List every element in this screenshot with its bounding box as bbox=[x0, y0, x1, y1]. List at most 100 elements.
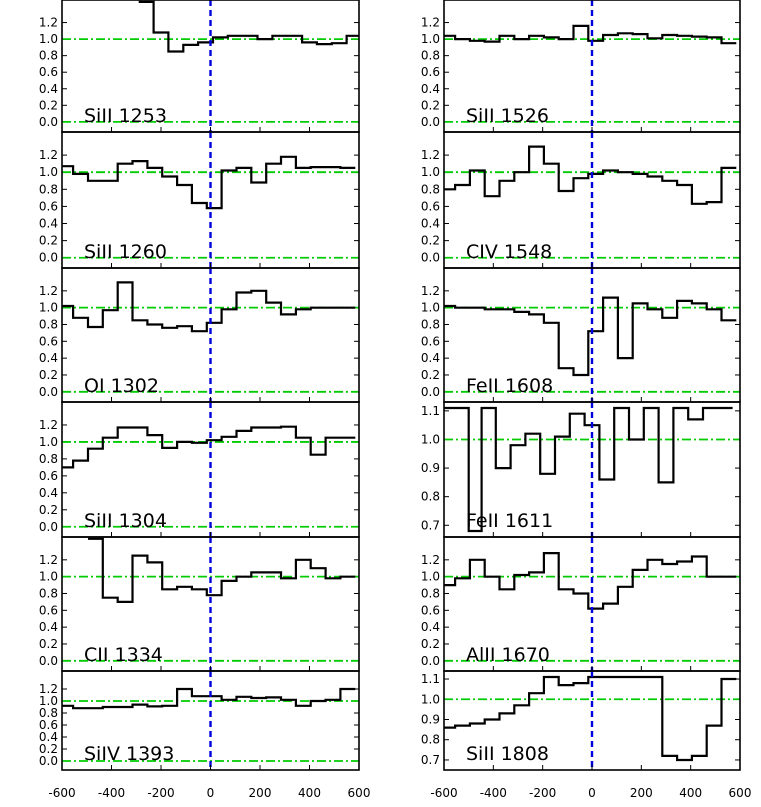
y-tick-label: 0.6 bbox=[39, 199, 58, 213]
y-tick-label: 0.4 bbox=[39, 217, 58, 231]
y-tick-label: 0.2 bbox=[39, 742, 58, 756]
y-tick-label: 0.6 bbox=[39, 469, 58, 483]
panel-label: CIV 1548 bbox=[466, 241, 552, 263]
y-tick-label: 1.2 bbox=[39, 418, 58, 432]
y-tick-label: 1.0 bbox=[39, 570, 58, 584]
y-tick-label: 0.8 bbox=[421, 490, 440, 504]
x-tick-label: 400 bbox=[298, 786, 321, 800]
panel-label: SiII 1526 bbox=[466, 105, 549, 127]
panel-label: SiII 1304 bbox=[84, 510, 167, 532]
y-tick-label: 0.2 bbox=[39, 234, 58, 248]
y-tick-label: 0.0 bbox=[39, 520, 58, 534]
panel-label: SiII 1260 bbox=[84, 241, 167, 263]
y-tick-label: 0.6 bbox=[39, 603, 58, 617]
y-tick-label: 1.2 bbox=[421, 16, 440, 30]
x-tick-label: 0 bbox=[588, 786, 596, 800]
panel-1-4: 0.0 0.2 0.4 0.6 0.8 1.0 1.2 AlII 1670 bbox=[421, 536, 741, 672]
y-tick-label: 0.0 bbox=[39, 754, 58, 768]
y-tick-label: 0.2 bbox=[39, 637, 58, 651]
spectrum-line bbox=[444, 406, 733, 533]
panel-1-2: 0.0 0.2 0.4 0.6 0.8 1.0 1.2 FeII 1608 bbox=[421, 267, 741, 403]
y-tick-label: 0.0 bbox=[39, 385, 58, 399]
panel-label: FeII 1611 bbox=[466, 510, 553, 532]
y-tick-label: 0.8 bbox=[39, 317, 58, 331]
y-tick-label: 0.0 bbox=[421, 251, 440, 265]
y-tick-label: 0.8 bbox=[421, 317, 440, 331]
spectrum-line bbox=[62, 281, 356, 333]
spectrum-line bbox=[444, 552, 737, 610]
y-tick-label: 0.2 bbox=[39, 503, 58, 517]
spectrum-line bbox=[444, 296, 737, 377]
panel-label: AlII 1670 bbox=[466, 644, 550, 666]
y-tick-label: 0.4 bbox=[421, 82, 440, 96]
y-tick-label: 0.0 bbox=[421, 115, 440, 129]
panel-label: SiII 1253 bbox=[84, 105, 167, 127]
panel-label: SiII 1808 bbox=[466, 743, 549, 765]
x-tick-label: 600 bbox=[348, 786, 371, 800]
y-tick-label: 1.0 bbox=[39, 301, 58, 315]
y-tick-label: 0.4 bbox=[39, 82, 58, 96]
y-tick-label: 0.6 bbox=[421, 603, 440, 617]
y-tick-label: 0.8 bbox=[39, 182, 58, 196]
panel-0-1: 0.0 0.2 0.4 0.6 0.8 1.0 1.2 SiII 1260 bbox=[39, 131, 360, 269]
panel-1-0: 0.0 0.2 0.4 0.6 0.8 1.0 1.2 SiII 1526 bbox=[421, 0, 741, 133]
y-tick-label: 0.8 bbox=[39, 49, 58, 63]
y-tick-label: 0.0 bbox=[421, 385, 440, 399]
y-tick-label: 0.2 bbox=[39, 368, 58, 382]
y-tick-label: 0.0 bbox=[421, 654, 440, 668]
y-tick-label: 0.2 bbox=[421, 98, 440, 112]
panel-label: SiIV 1393 bbox=[84, 743, 174, 765]
spectrum-line bbox=[62, 155, 356, 210]
y-tick-label: 1.0 bbox=[421, 570, 440, 584]
y-tick-label: 0.9 bbox=[421, 712, 440, 726]
y-tick-label: 1.0 bbox=[421, 165, 440, 179]
spectrum-line bbox=[444, 675, 737, 762]
y-tick-label: 0.9 bbox=[421, 461, 440, 475]
panel-0-0: 0.0 0.2 0.4 0.6 0.8 1.0 1.2 SiII 1253 bbox=[39, 0, 360, 133]
y-tick-label: 0.6 bbox=[421, 65, 440, 79]
y-tick-label: 0.0 bbox=[39, 654, 58, 668]
panel-label: FeII 1608 bbox=[466, 375, 553, 397]
panel-1-3: 0.7 0.8 0.9 1.0 1.1 FeII 1611 bbox=[421, 401, 741, 538]
y-tick-label: 0.8 bbox=[421, 586, 440, 600]
y-tick-label: 0.4 bbox=[421, 217, 440, 231]
spectrum-line bbox=[88, 537, 356, 603]
y-tick-label: 1.1 bbox=[421, 672, 440, 686]
y-tick-label: 0.6 bbox=[421, 334, 440, 348]
y-tick-label: 1.2 bbox=[39, 284, 58, 298]
y-tick-label: 0.2 bbox=[39, 98, 58, 112]
x-tick-label: -400 bbox=[98, 786, 125, 800]
y-tick-label: 0.4 bbox=[421, 620, 440, 634]
y-tick-label: 0.8 bbox=[39, 586, 58, 600]
x-tick-label: 0 bbox=[207, 786, 215, 800]
y-tick-label: 0.8 bbox=[39, 706, 58, 720]
x-tick-label: -600 bbox=[48, 786, 75, 800]
y-tick-label: 1.2 bbox=[39, 16, 58, 30]
y-tick-label: 1.0 bbox=[39, 435, 58, 449]
y-tick-label: 0.4 bbox=[39, 620, 58, 634]
y-tick-label: 0.6 bbox=[39, 65, 58, 79]
panel-0-2: 0.0 0.2 0.4 0.6 0.8 1.0 1.2 OI 1302 bbox=[39, 267, 360, 403]
x-tick-label: -600 bbox=[430, 786, 457, 800]
y-tick-label: 0.6 bbox=[421, 199, 440, 213]
y-tick-label: 0.6 bbox=[39, 334, 58, 348]
x-tick-label: 400 bbox=[679, 786, 702, 800]
x-tick-label: 200 bbox=[630, 786, 653, 800]
y-tick-label: 1.2 bbox=[39, 682, 58, 696]
y-tick-label: 0.7 bbox=[421, 753, 440, 767]
y-tick-label: 0.8 bbox=[39, 452, 58, 466]
x-tick-label: -200 bbox=[147, 786, 174, 800]
y-tick-label: 1.0 bbox=[39, 694, 58, 708]
y-tick-label: 1.2 bbox=[39, 148, 58, 162]
y-tick-label: 0.8 bbox=[421, 49, 440, 63]
y-tick-label: 0.8 bbox=[421, 182, 440, 196]
y-tick-label: 1.2 bbox=[421, 553, 440, 567]
panel-label: OI 1302 bbox=[84, 375, 159, 397]
y-tick-label: 1.0 bbox=[421, 301, 440, 315]
x-tick-label: 600 bbox=[729, 786, 752, 800]
y-tick-label: 1.0 bbox=[39, 32, 58, 46]
spectrum-line bbox=[138, 0, 359, 53]
y-tick-label: 1.1 bbox=[421, 404, 440, 418]
spectrum-line bbox=[444, 24, 737, 45]
